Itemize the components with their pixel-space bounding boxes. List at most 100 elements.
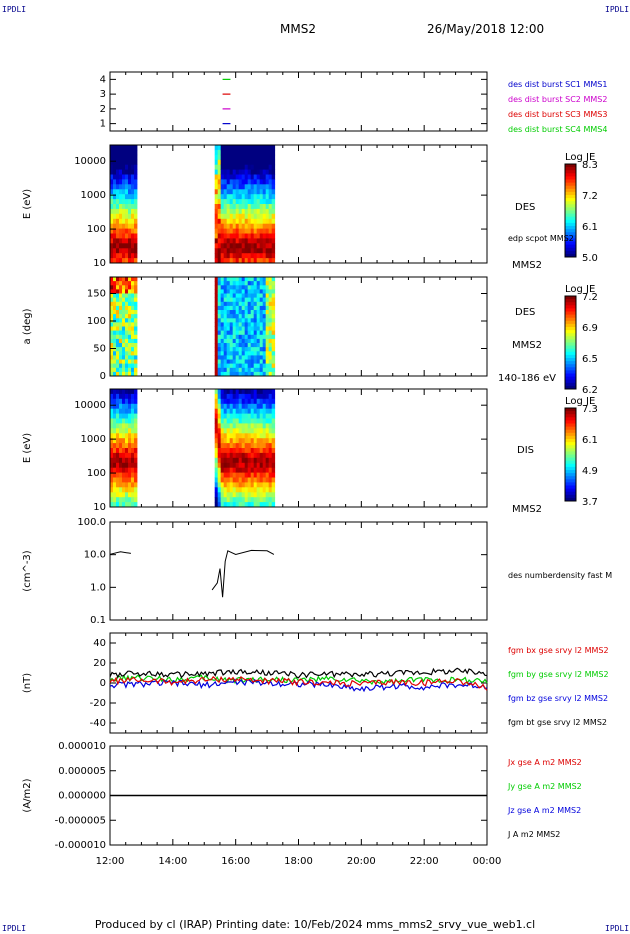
- heatmap-cell: [265, 189, 270, 195]
- heatmap-cell: [268, 443, 273, 449]
- heatmap-cell: [241, 351, 246, 356]
- heatmap-cell: [241, 497, 246, 503]
- heatmap-cell: [265, 253, 270, 259]
- heatmap-cell: [119, 164, 123, 171]
- heatmap-cell: [247, 448, 252, 454]
- y-tick-label: 3: [100, 89, 106, 100]
- heatmap-cell: [119, 258, 123, 264]
- heatmap-cell: [232, 363, 237, 369]
- heatmap-cell: [241, 301, 246, 307]
- heatmap-cell: [229, 194, 234, 200]
- heatmap-cell: [271, 487, 276, 493]
- heatmap-cell: [238, 338, 243, 344]
- heatmap-cell: [110, 359, 114, 365]
- heatmap-cell: [238, 363, 243, 369]
- heatmap-cell: [232, 194, 237, 200]
- heatmap-cell: [214, 371, 219, 377]
- heatmap-cell: [131, 457, 135, 464]
- heatmap-cell: [223, 322, 228, 327]
- heatmap-cell: [226, 502, 231, 508]
- heatmap-cell: [226, 338, 231, 344]
- heatmap-cell: [259, 438, 264, 444]
- heatmap-cell: [229, 293, 234, 299]
- heatmap-cell: [125, 184, 129, 190]
- heatmap-cell: [110, 389, 114, 395]
- heatmap-cell: [265, 310, 270, 315]
- heatmap-cell: [259, 472, 264, 478]
- heatmap-cell: [259, 189, 264, 195]
- heatmap-cell: [247, 238, 252, 244]
- heatmap-cell: [110, 413, 114, 419]
- heatmap-cell: [232, 338, 237, 344]
- heatmap-cell: [259, 285, 264, 290]
- heatmap-cell: [214, 149, 219, 156]
- heatmap-cell: [119, 285, 123, 290]
- heatmap-cell: [262, 238, 267, 244]
- heatmap-cell: [223, 164, 228, 171]
- heatmap-cell: [265, 359, 270, 365]
- heatmap-cell: [134, 297, 138, 303]
- heatmap-cell: [256, 472, 261, 478]
- heatmap-cell: [256, 477, 261, 483]
- heatmap-cell: [122, 371, 126, 377]
- heatmap-cell: [125, 482, 129, 488]
- heatmap-cell: [268, 223, 273, 230]
- heatmap-cell: [271, 314, 276, 319]
- heatmap-cell: [131, 258, 135, 264]
- heatmap-cell: [250, 281, 255, 286]
- colorbar-label: Log JE: [565, 152, 595, 163]
- heatmap-cell: [125, 351, 129, 356]
- heatmap-cell: [247, 452, 252, 459]
- heatmap-cell: [223, 482, 228, 488]
- heatmap-cell: [247, 253, 252, 259]
- heatmap-cell: [116, 338, 120, 344]
- heatmap-cell: [229, 253, 234, 259]
- heatmap-cell: [256, 497, 261, 503]
- heatmap-cell: [235, 322, 240, 327]
- heatmap-cell: [229, 338, 234, 344]
- heatmap-cell: [265, 462, 270, 469]
- colorbar-segment: [565, 345, 576, 350]
- legend-entry: des numberdensity fast M: [508, 571, 612, 580]
- heatmap-cell: [265, 343, 270, 348]
- heatmap-cell: [271, 243, 276, 249]
- heatmap-cell: [116, 482, 120, 488]
- heatmap-cell: [134, 462, 138, 469]
- heatmap-cell: [131, 326, 135, 332]
- heatmap-cell: [110, 398, 114, 405]
- heatmap-cell: [110, 238, 114, 244]
- heatmap-cell: [268, 199, 273, 205]
- colorbar-segment: [565, 432, 576, 437]
- heatmap-cell: [220, 281, 225, 286]
- heatmap-cell: [110, 363, 114, 369]
- heatmap-cell: [250, 413, 255, 419]
- y-tick-label: 0.000010: [58, 741, 106, 752]
- heatmap-cell: [250, 213, 255, 220]
- heatmap-cell: [244, 208, 249, 215]
- heatmap-cell: [223, 213, 228, 220]
- heatmap-cell: [259, 338, 264, 344]
- heatmap-cell: [116, 477, 120, 483]
- x-tick-label: 16:00: [221, 856, 250, 867]
- heatmap-cell: [256, 233, 261, 239]
- heatmap-cell: [262, 413, 267, 419]
- heatmap-cell: [113, 189, 117, 195]
- heatmap-cell: [223, 223, 228, 230]
- heatmap-cell: [113, 179, 117, 185]
- heatmap-cell: [223, 359, 228, 365]
- colorbar-segment: [565, 201, 576, 205]
- heatmap-cell: [232, 367, 237, 373]
- heatmap-cell: [113, 477, 117, 483]
- colorbar-segment: [565, 473, 576, 477]
- heatmap-cell: [265, 438, 270, 444]
- heatmap-cell: [238, 314, 243, 319]
- heatmap-cell: [214, 413, 219, 419]
- colorbar-segment: [565, 314, 576, 319]
- heatmap-cell: [217, 277, 222, 282]
- heatmap-cell: [220, 452, 225, 459]
- heatmap-cell: [214, 438, 219, 444]
- heatmap-cell: [262, 154, 267, 161]
- heatmap-cell: [244, 233, 249, 239]
- heatmap-cell: [244, 154, 249, 161]
- heatmap-cell: [262, 258, 267, 264]
